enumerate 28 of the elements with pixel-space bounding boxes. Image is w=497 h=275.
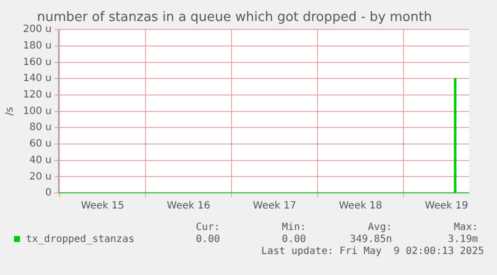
x-tick-label: Week 16	[166, 200, 210, 212]
text: Cur:	[194, 222, 220, 234]
text: Last update: Fri May 9 02:00:13 2025	[260, 246, 484, 258]
y-tick-label: 0	[45, 188, 52, 199]
y-tick-label: 160 u	[22, 56, 52, 68]
x-tick-label: Week 17	[252, 200, 296, 212]
text: Min:	[280, 222, 306, 234]
text: 0.00	[280, 234, 306, 246]
y-tick-label: 20 u	[29, 171, 52, 182]
text: 349.85n	[348, 234, 392, 246]
y-tick-label: 40 u	[29, 154, 52, 166]
chart-title: number of stanzas in a queue which got dropped - by month	[37, 10, 432, 26]
y-axis-title: /s	[4, 107, 16, 116]
y-tick-label: 180 u	[22, 40, 52, 52]
x-tick-label: Week 15	[80, 200, 124, 212]
y-tick-label: 140 u	[22, 73, 52, 84]
text: Max:	[452, 222, 478, 234]
x-tick-label: Week 18	[338, 200, 382, 212]
y-tick-label: 100 u	[22, 106, 52, 117]
text: 0.00	[194, 234, 220, 246]
y-tick-label: 60 u	[29, 138, 52, 150]
legend-label: tx_dropped_stanzas	[25, 234, 134, 245]
y-tick-label: 200 u	[22, 24, 52, 36]
y-tick-label: 120 u	[22, 90, 52, 101]
x-tick-label: Week 19	[424, 200, 468, 212]
text: 3.19m	[446, 234, 478, 246]
y-tick-label: 80 u	[29, 122, 52, 134]
text: Avg:	[366, 222, 392, 234]
